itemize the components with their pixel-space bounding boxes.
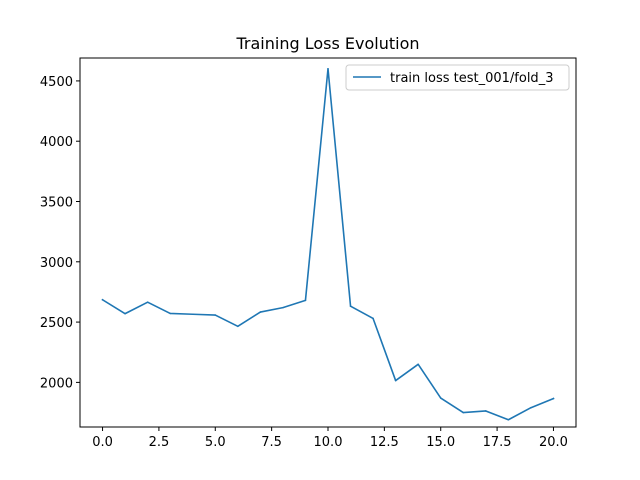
y-axis: 2000 2500 3000 3500 4000 4500: [40, 75, 80, 391]
data-point: [439, 397, 442, 399]
x-tick-label: 2.5: [149, 435, 170, 450]
data-point: [259, 311, 262, 313]
series-layer: [101, 68, 555, 421]
y-tick-label: 4500: [40, 75, 73, 90]
x-tick-label: 12.5: [370, 435, 399, 450]
data-point: [394, 379, 397, 382]
legend-label: train loss test_001/fold_3: [390, 71, 553, 86]
data-point: [462, 411, 465, 414]
data-point: [101, 298, 104, 301]
y-tick-label: 2500: [40, 316, 73, 331]
y-tick-label: 2000: [40, 376, 73, 391]
plot-frame: [79, 57, 577, 428]
data-point: [372, 317, 374, 320]
x-tick-label: 20.0: [539, 435, 568, 450]
legend: train loss test_001/fold_3: [345, 64, 570, 91]
data-point: [485, 410, 487, 412]
data-point: [124, 312, 126, 315]
data-point: [552, 397, 555, 400]
data-point: [146, 301, 149, 303]
chart-title: Training Loss Evolution: [236, 34, 420, 53]
legend-box: [345, 64, 570, 91]
x-tick-label: 7.5: [261, 435, 282, 450]
x-tick-label: 15.0: [426, 435, 455, 450]
x-axis: 0.0 2.5 5.0 7.5 10.0 12.5 15.0 17.5 20.0: [92, 427, 568, 450]
data-point: [304, 299, 307, 302]
data-point: [417, 363, 419, 366]
data-point: [530, 406, 532, 409]
data-point: [327, 68, 329, 70]
x-tick-label: 17.5: [483, 435, 512, 450]
data-point: [169, 312, 171, 315]
data-point: [237, 325, 239, 328]
x-tick-label: 5.0: [205, 435, 226, 450]
y-tick-label: 3500: [40, 196, 73, 211]
data-point: [214, 314, 217, 316]
x-tick-label: 0.0: [92, 435, 113, 450]
y-tick-label: 3000: [40, 256, 73, 271]
y-tick-label: 4000: [40, 135, 73, 150]
data-point: [507, 418, 510, 421]
data-point: [191, 313, 194, 316]
data-point: [282, 306, 284, 309]
data-point: [349, 305, 352, 307]
x-tick-label: 10.0: [314, 435, 343, 450]
